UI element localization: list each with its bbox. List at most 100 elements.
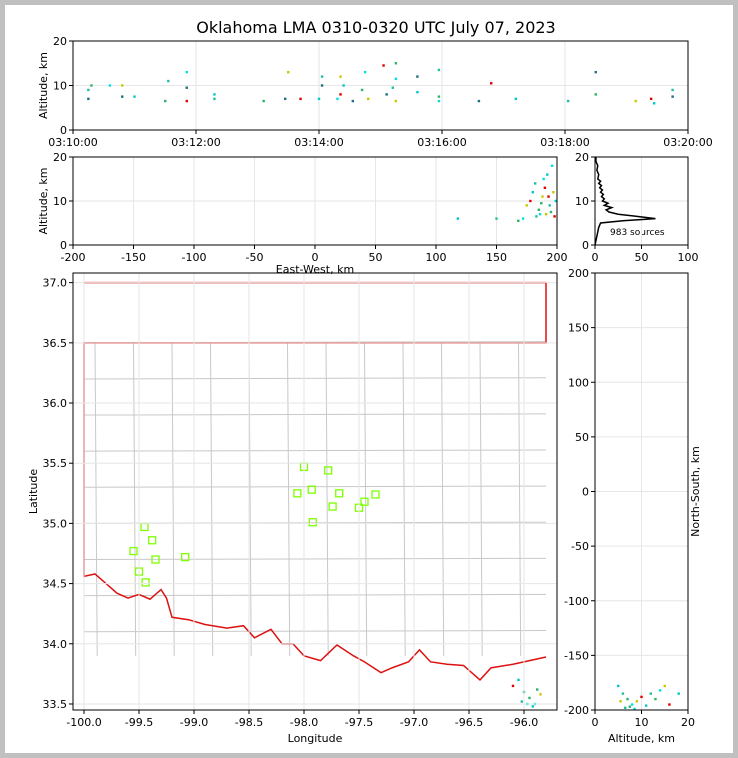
plan-source-point xyxy=(531,705,534,708)
time-source-point xyxy=(87,88,90,92)
figure-title: Oklahoma LMA 0310-0320 UTC July 07, 2023 xyxy=(196,18,555,37)
ew-source-point xyxy=(553,215,556,218)
plan-x-tick-label: -99.5 xyxy=(125,716,153,729)
ns-source-point xyxy=(626,697,629,701)
ns-y-tick-label: 100 xyxy=(568,376,589,389)
hist-frame xyxy=(594,156,689,246)
ns-source-point xyxy=(640,695,643,699)
time-source-point xyxy=(652,102,656,105)
ns-source-point xyxy=(624,706,627,710)
ns-source-point xyxy=(663,684,666,688)
time-source-point xyxy=(477,99,481,103)
county-line xyxy=(479,342,483,656)
plan-source-point xyxy=(511,684,515,688)
time-source-point xyxy=(336,97,339,101)
lma-station-marker xyxy=(307,485,316,494)
time-source-point xyxy=(213,97,216,101)
lma-station-marker xyxy=(140,522,149,532)
time-source-point xyxy=(385,93,388,96)
ew-y-tick-label: 20 xyxy=(53,151,67,164)
plan-x-tick-label: -98.5 xyxy=(235,716,263,729)
plan-x-tick-label: -99.0 xyxy=(180,716,208,729)
ew-source-point xyxy=(548,204,551,207)
ew-source-point xyxy=(540,202,543,205)
ew-x-tick-label: 50 xyxy=(369,251,383,264)
ns-y-tick-label: 150 xyxy=(568,322,589,335)
time-source-point xyxy=(342,84,345,87)
lma-station-marker xyxy=(129,546,138,556)
county-line xyxy=(518,342,522,656)
time-source-point xyxy=(121,95,124,98)
lma-station-marker xyxy=(293,489,302,498)
plan-source-point xyxy=(528,696,531,700)
time-x-tick-label: 03:16:00 xyxy=(417,136,466,149)
ns-y-axis-label: North-South, km xyxy=(689,446,702,537)
lma-station-marker xyxy=(328,502,337,511)
ew-x-tick-label: -150 xyxy=(121,251,146,264)
ns-source-point xyxy=(654,697,657,701)
ns-x-axis-label: Altitude, km xyxy=(608,732,675,745)
time-source-point xyxy=(213,93,216,96)
plan-source-point xyxy=(536,688,539,691)
plan-y-tick-label: 36.5 xyxy=(43,337,68,350)
county-line xyxy=(83,557,547,561)
time-y-tick-label: 20 xyxy=(53,35,67,48)
county-line xyxy=(364,342,368,656)
ns-source-point xyxy=(658,689,662,692)
time-source-point xyxy=(133,95,136,98)
ns-source-point xyxy=(617,684,620,688)
plan-y-tick-label: 33.5 xyxy=(43,698,68,711)
hist-y-tick-label: 10 xyxy=(575,195,589,208)
time-source-point xyxy=(649,97,653,101)
plan-x-tick-label: -100.0 xyxy=(66,716,101,729)
ew-source-point xyxy=(538,213,542,216)
plan-x-axis-label: Longitude xyxy=(288,732,343,745)
time-source-point xyxy=(671,88,674,92)
ns-x-tick-label: 0 xyxy=(592,716,599,729)
county-line xyxy=(171,342,175,656)
ns-source-point xyxy=(621,692,625,695)
ns-source-point xyxy=(677,692,680,695)
figure-canvas: Oklahoma LMA 0310-0320 UTC July 07, 2023… xyxy=(5,5,733,753)
county-line xyxy=(94,342,98,656)
ew-source-point xyxy=(495,217,498,220)
ew-x-tick-label: -100 xyxy=(182,251,207,264)
ew-source-point xyxy=(534,182,537,185)
county-line xyxy=(210,342,214,656)
time-source-point xyxy=(121,84,124,87)
plan-frame xyxy=(72,272,558,711)
time-y-tick-label: 0 xyxy=(60,124,67,137)
plan-y-tick-label: 34.5 xyxy=(43,578,68,591)
time-source-point xyxy=(87,97,90,101)
ew-source-point xyxy=(552,191,555,194)
ns-y-tick-label: -50 xyxy=(571,540,589,553)
hist-x-tick-label: 50 xyxy=(635,251,649,264)
ew-source-point xyxy=(549,210,553,214)
lma-station-marker xyxy=(360,497,369,506)
ns-source-point xyxy=(644,704,648,707)
time-source-point xyxy=(339,93,342,96)
ew-x-tick-label: 100 xyxy=(426,251,447,264)
time-source-point xyxy=(287,70,290,74)
time-source-point xyxy=(320,84,324,87)
ew-source-point xyxy=(537,208,541,211)
plan-x-tick-label: -98.0 xyxy=(290,716,318,729)
time-y-axis-label: Altitude, km xyxy=(37,52,50,119)
ew-x-tick-label: -50 xyxy=(246,251,264,264)
altitude-ns-panel: 0 10 20 -200 -150 -100 -50 0 50 100 150 200 Altitude… xyxy=(564,267,702,745)
ew-source-point xyxy=(535,215,538,218)
ns-source-point xyxy=(631,703,634,706)
time-source-point xyxy=(360,88,364,92)
ns-source-point xyxy=(668,703,671,706)
lma-station-marker xyxy=(335,489,344,498)
source-count-label: 983 sources xyxy=(610,228,665,238)
ew-frame xyxy=(72,156,558,246)
ns-frame xyxy=(594,272,689,711)
ew-source-point xyxy=(531,191,534,194)
ew-y-tick-label: 0 xyxy=(60,239,67,252)
ew-source-point xyxy=(521,217,525,220)
county-line xyxy=(287,342,291,656)
time-source-point xyxy=(671,95,674,98)
time-source-point xyxy=(594,70,597,74)
figure-svg: Oklahoma LMA 0310-0320 UTC July 07, 2023… xyxy=(27,18,713,745)
